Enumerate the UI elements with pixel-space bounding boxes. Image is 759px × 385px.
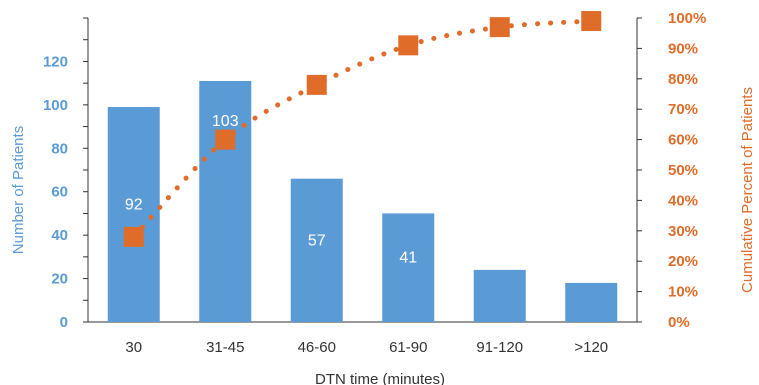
cumulative-marker	[215, 129, 236, 150]
right-tick-label: 30%	[668, 223, 698, 240]
right-tick-label: 20%	[668, 253, 698, 270]
cumulative-marker	[489, 17, 510, 38]
axis-lines	[87, 18, 638, 323]
left-tick-label: 0	[60, 314, 68, 331]
right-axis-ticks: 0% 10% 20% 30% 40% 50% 60% 70% 80% 90% 100%	[637, 10, 706, 331]
right-tick-label: 40%	[668, 192, 698, 209]
x-axis-ticks: 30 31-45 46-60 61-90 91-120 >120	[125, 339, 608, 356]
x-tick-label: 30	[125, 339, 142, 356]
right-tick-label: 100%	[668, 10, 706, 27]
cumulative-marker	[581, 11, 602, 32]
x-tick-label: 61-90	[389, 339, 427, 356]
bar	[199, 80, 252, 322]
right-tick-label: 70%	[668, 101, 698, 118]
right-tick-label: 80%	[668, 71, 698, 88]
left-tick-label: 40	[51, 227, 68, 244]
right-tick-label: 90%	[668, 40, 698, 57]
right-tick-label: 0%	[668, 314, 690, 331]
right-tick-label: 10%	[668, 284, 698, 301]
left-tick-label: 60	[51, 184, 68, 201]
right-tick-label: 50%	[668, 162, 698, 179]
cumulative-marker	[398, 35, 419, 56]
left-tick-label: 120	[43, 53, 68, 70]
right-axis-title: Cumulative Percent of Patients	[739, 87, 756, 293]
bar	[565, 282, 618, 322]
x-tick-label: 91-120	[476, 339, 523, 356]
left-axis-ticks: 0 20 40 60 80 100 120	[43, 17, 88, 331]
bar-data-label: 57	[308, 232, 326, 249]
left-tick-label: 100	[43, 97, 68, 114]
bar-data-label: 41	[399, 250, 417, 267]
cumulative-marker	[306, 74, 327, 95]
bar	[290, 178, 343, 322]
cumulative-markers	[123, 11, 602, 247]
left-tick-label: 80	[51, 140, 68, 157]
bar-series	[107, 80, 618, 323]
bar-data-label: 92	[125, 197, 143, 214]
bar-data-label: 103	[212, 113, 239, 130]
cumulative-marker	[123, 226, 144, 247]
x-tick-label: >120	[574, 339, 608, 356]
x-axis-title: DTN time (minutes)	[315, 371, 445, 385]
left-axis-title: Number of Patients	[10, 126, 27, 254]
bar	[382, 213, 435, 322]
x-tick-label: 31-45	[206, 339, 244, 356]
x-tick-label: 46-60	[298, 339, 336, 356]
bar-data-labels: 92 103 57 41	[125, 113, 417, 267]
bar	[107, 107, 160, 323]
left-tick-label: 20	[51, 271, 68, 288]
right-tick-label: 60%	[668, 132, 698, 149]
cumulative-line	[131, 18, 594, 240]
bar	[473, 269, 526, 322]
cumulative-dotted-line	[131, 18, 594, 240]
